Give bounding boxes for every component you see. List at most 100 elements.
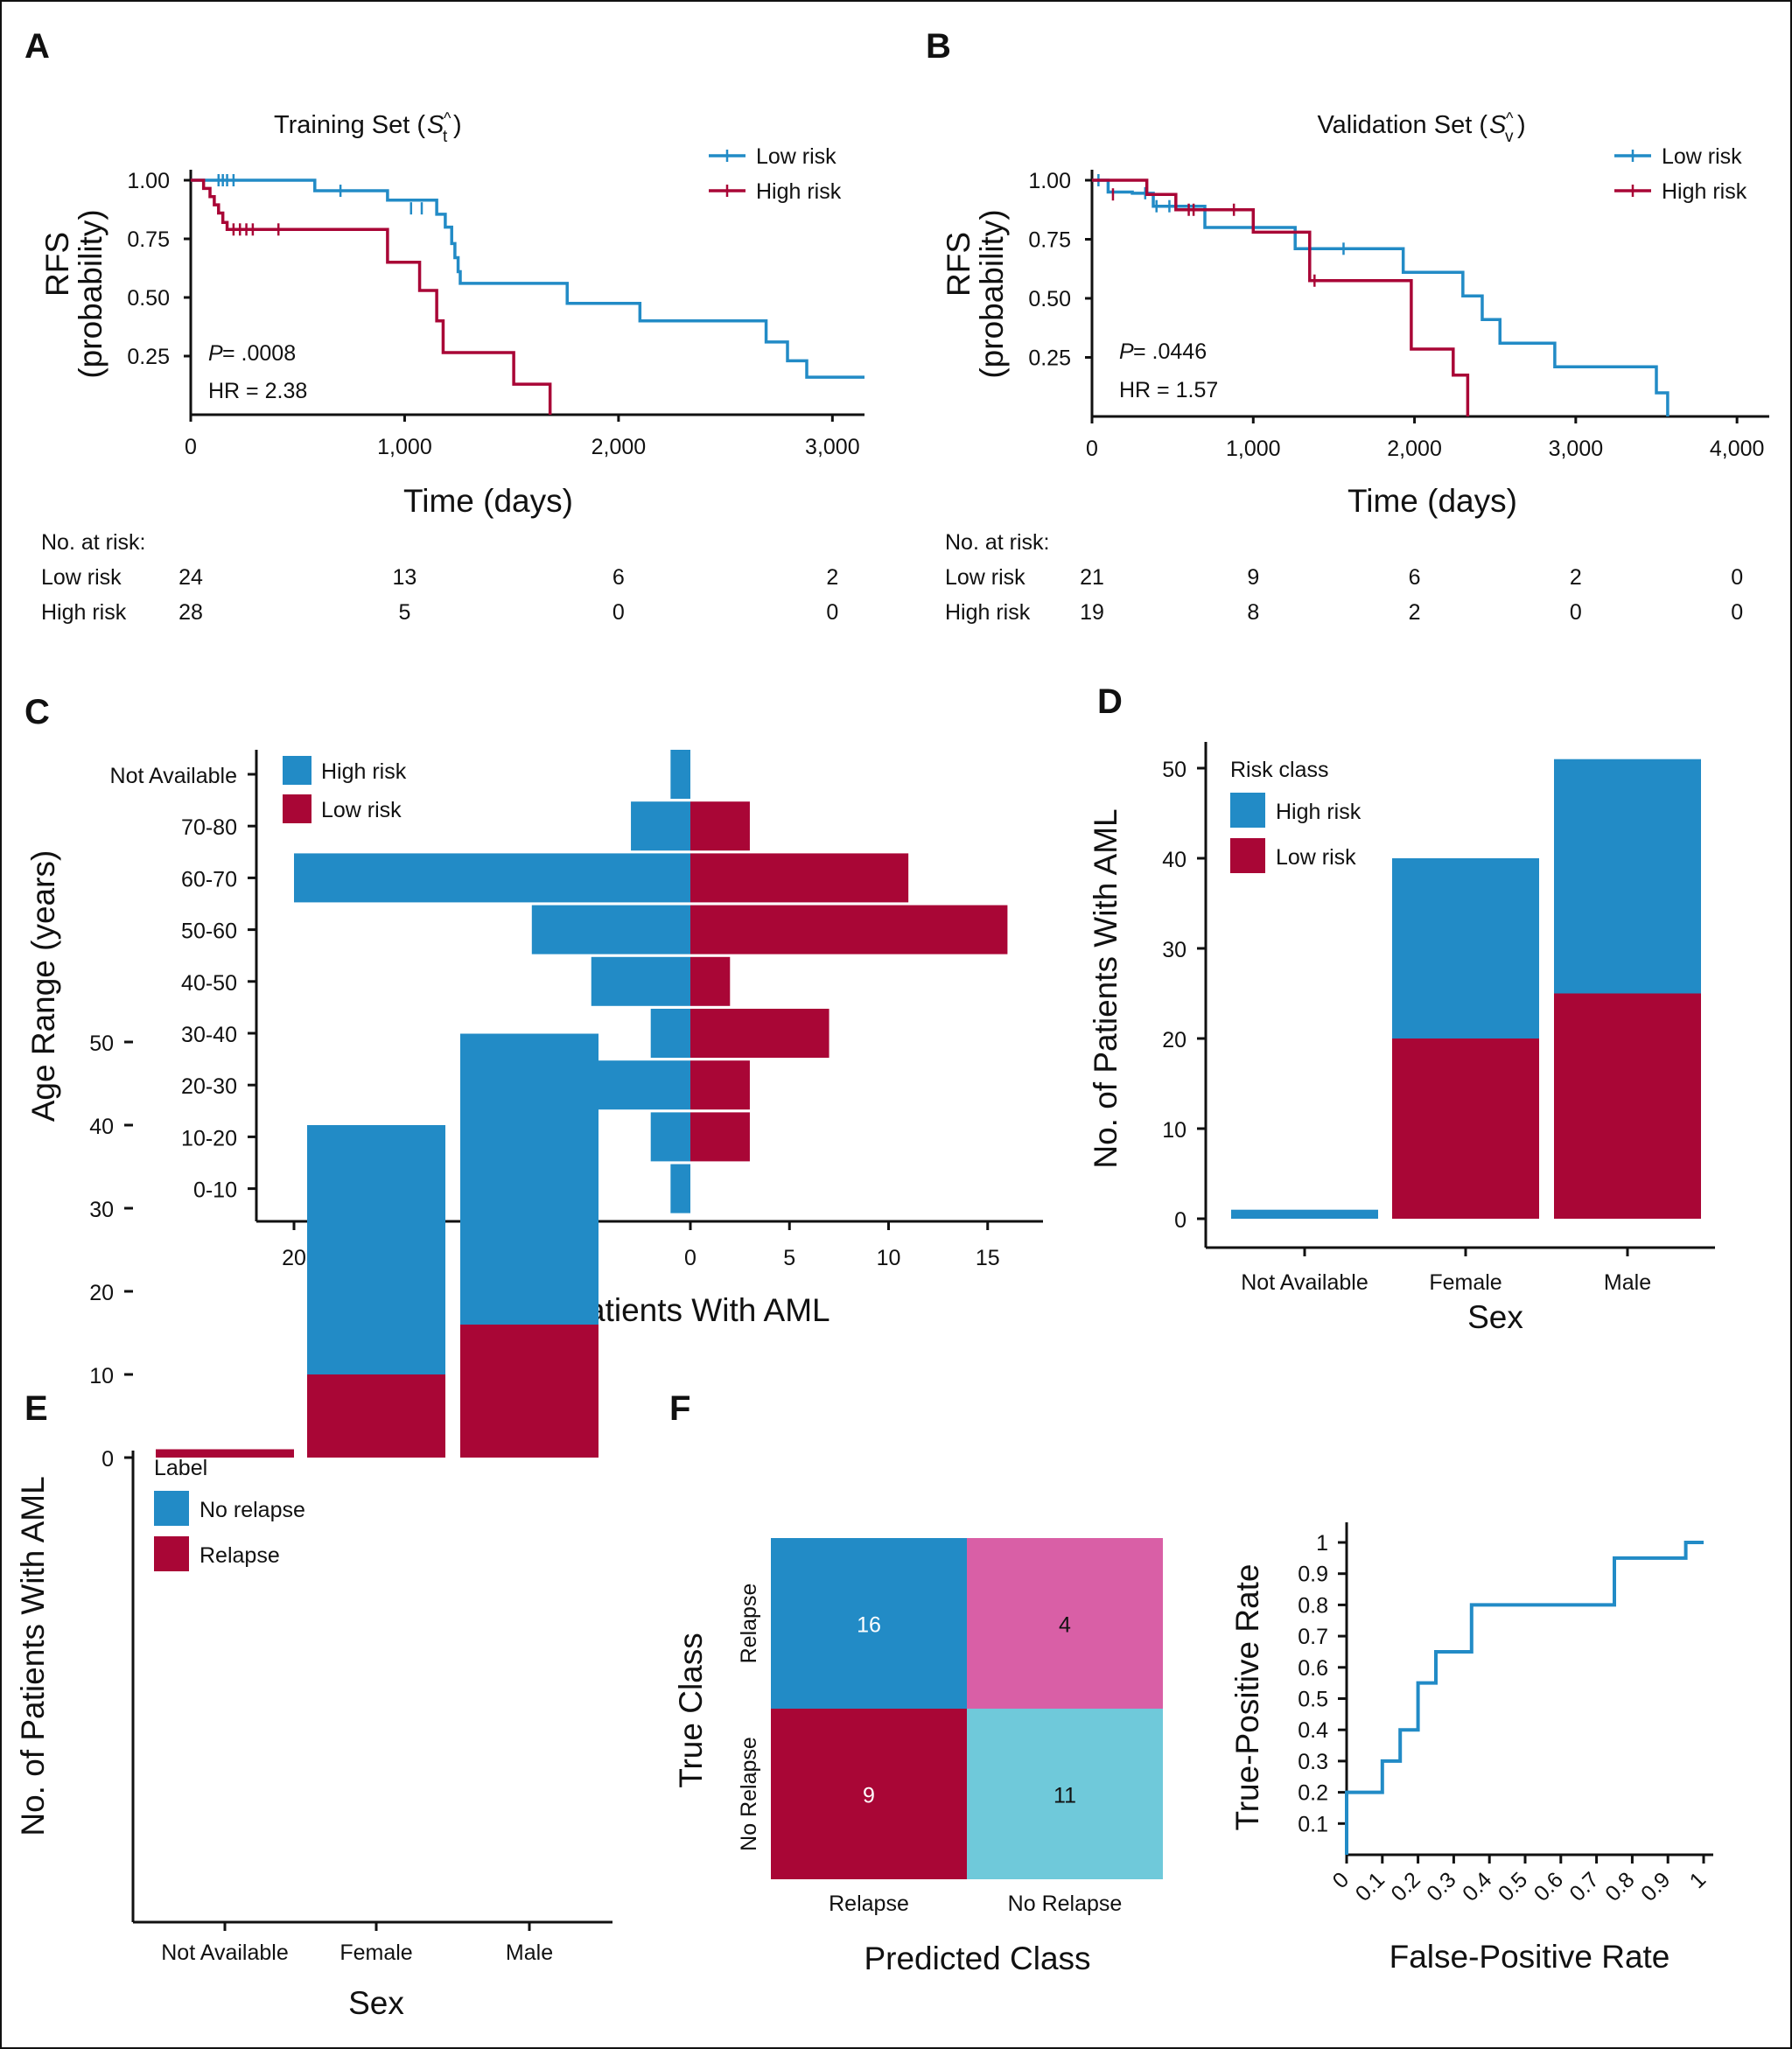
bar-low-risk <box>690 956 731 1006</box>
panel-b-title-subscript: v <box>1505 128 1514 146</box>
y-tick-label: 50 <box>1162 758 1186 782</box>
km-curve-high-risk <box>1092 178 1470 416</box>
x-tick-label: 15 <box>976 1246 1000 1270</box>
risk-table-cell: 2 <box>1570 565 1582 590</box>
panel-f-confusion-matrix: 16 4 9 11 Relapse No Relapse Relapse No Relapse… <box>673 1538 1163 1976</box>
bar-low-risk <box>1554 993 1701 1219</box>
legend-label: Low risk <box>1662 144 1742 169</box>
x-tick-label: 5 <box>783 1246 795 1270</box>
confusion-cell <box>771 1709 967 1879</box>
x-tick-label: 3,000 <box>1549 437 1604 461</box>
y-tick-label: 0.7 <box>1298 1625 1328 1649</box>
panel-letter-b: B <box>926 27 951 66</box>
panel-c-chart: Not Available 70-80 60-70 50-60 40-50 30-40 20… <box>25 750 1043 1328</box>
y-tick-label: 1 <box>1316 1531 1328 1556</box>
bar-high-risk <box>591 1060 690 1110</box>
legend-swatch <box>154 1491 189 1526</box>
confusion-cell-value: 11 <box>1054 1784 1076 1808</box>
risk-table-cell: 0 <box>1570 600 1582 625</box>
panel-d-chart: 0 10 20 30 40 50 Not Available Female Male Sex No.… <box>1088 742 1715 1335</box>
bar-low-risk <box>690 905 1008 955</box>
bar-low-risk <box>690 1060 750 1110</box>
y-tick-label: 0-10 <box>193 1178 237 1203</box>
x-tick-label: 0 <box>185 435 197 459</box>
x-tick-label: Male <box>506 1941 553 1965</box>
panel-a-ylabel-line1: RFS <box>39 232 75 297</box>
x-tick-label: Not Available <box>161 1941 288 1965</box>
panel-a-p-prefix: P <box>208 341 223 366</box>
panel-e: E 0 10 20 30 40 50 Not Available Female Male Sex N… <box>15 1031 612 2021</box>
panel-f: F 16 4 9 11 Relapse No Relapse Relapse No Relap… <box>669 1389 1713 1976</box>
risk-table-cell: 19 <box>1080 600 1104 625</box>
bar-low-risk <box>690 1112 750 1162</box>
roc-curve <box>1345 1541 1704 1855</box>
x-tick-label: 10 <box>877 1246 901 1270</box>
panel-a-km-plot: 0 1,000 2,000 3,000 0.25 0.50 0.75 1.00 Low risk… <box>41 144 864 625</box>
legend-swatch <box>154 1536 189 1571</box>
bar-high-risk <box>591 956 690 1006</box>
x-axis-title: Sex <box>1467 1299 1523 1335</box>
km-curve-low-risk <box>1092 178 1670 416</box>
x-tick-label: 2,000 <box>1387 437 1442 461</box>
panel-letter-a: A <box>24 27 50 66</box>
legend-label: Low risk <box>1276 845 1356 870</box>
panel-b-title-hat: ^ <box>1506 109 1514 127</box>
bar-high-risk <box>1231 1209 1378 1219</box>
y-axis-title: No. of Patients With AML <box>1088 808 1124 1168</box>
legend-swatch <box>1230 838 1265 873</box>
panel-a-title-symbol: S <box>427 111 444 139</box>
risk-table-cell: 6 <box>612 565 625 590</box>
panel-a-p-value: = .0008 <box>222 341 296 366</box>
y-axis-title: No. of Patients With AML <box>15 1476 51 1836</box>
panel-a-xlabel: Time (days) <box>403 483 573 519</box>
bar-low-risk <box>690 801 750 851</box>
x-tick-label: Male <box>1604 1270 1651 1295</box>
bar-no-relapse <box>307 1125 445 1374</box>
risk-table-cell: 0 <box>826 600 838 625</box>
legend-swatch <box>1230 793 1265 828</box>
y-tick-label: 40 <box>89 1115 114 1139</box>
y-tick-label: 0.50 <box>1028 287 1071 311</box>
y-tick-label: 40 <box>1162 848 1186 872</box>
x-tick-label: 4,000 <box>1710 437 1765 461</box>
legend-label: Relapse <box>200 1543 280 1568</box>
bar-low-risk <box>1392 1038 1539 1219</box>
risk-table-cell: 2 <box>1409 600 1421 625</box>
y-tick-label: 0.25 <box>127 345 170 369</box>
legend-title: Label <box>154 1456 207 1480</box>
y-tick-label: 30 <box>89 1198 114 1222</box>
bar-no-relapse <box>460 1033 598 1325</box>
risk-table-cell: 8 <box>1247 600 1259 625</box>
panel-b-p-value: = .0446 <box>1133 339 1207 364</box>
x-tick-label: Not Available <box>1241 1270 1368 1295</box>
panel-b-km-plot: 0 1,000 2,000 3,000 4,000 0.25 0.50 0.75 1.00 Low… <box>945 144 1769 625</box>
x-tick-label: Female <box>1429 1270 1502 1295</box>
panel-a: A Training Set ( S ^ t ) RFS (probabilit… <box>24 27 864 625</box>
bar-high-risk <box>294 853 690 903</box>
risk-table-cell: 9 <box>1247 565 1259 590</box>
confusion-cell-value: 4 <box>1059 1613 1071 1638</box>
bar-low-risk <box>690 1009 830 1058</box>
risk-table-header: No. at risk: <box>945 530 1049 555</box>
panel-b-p-prefix: P <box>1119 339 1134 364</box>
y-tick-label: 50 <box>89 1031 114 1056</box>
y-tick-label: 0.2 <box>1298 1781 1328 1806</box>
y-tick-label: 0.75 <box>127 227 170 252</box>
risk-table-header: No. at risk: <box>41 530 145 555</box>
risk-table-cell: 13 <box>393 565 417 590</box>
panel-b-ylabel-line1: RFS <box>941 232 976 297</box>
x-axis-title: False-Positive Rate <box>1390 1939 1670 1975</box>
risk-table-cell: 0 <box>1731 600 1743 625</box>
legend-label: Low risk <box>756 144 836 169</box>
y-tick-label: 0.25 <box>1028 346 1071 371</box>
y-category-label: No Relapse <box>737 1737 761 1851</box>
y-tick-label: 0.9 <box>1298 1563 1328 1587</box>
y-tick-label: 1.00 <box>1028 169 1071 193</box>
x-tick-label: 3,000 <box>805 435 860 459</box>
x-tick-label: 1,000 <box>1226 437 1281 461</box>
panel-b-title-text: Validation Set ( <box>1317 111 1488 139</box>
risk-table-cell: 21 <box>1080 565 1104 590</box>
y-tick-label: 50-60 <box>181 920 237 944</box>
x-tick-label: 0 <box>1086 437 1098 461</box>
